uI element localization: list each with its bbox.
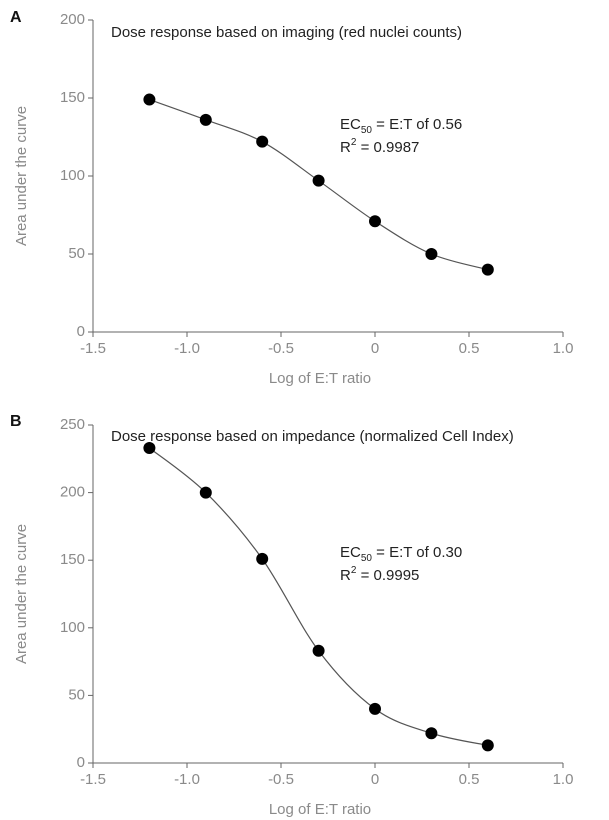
chart-title: Dose response based on impedance (normal… [111, 428, 514, 445]
data-point [199, 486, 212, 499]
chart-title: Dose response based on imaging (red nucl… [111, 24, 462, 41]
panel-label: A [10, 9, 22, 26]
data-point [143, 441, 156, 454]
data-point [425, 727, 438, 740]
x-tick-label: -0.5 [268, 340, 294, 357]
x-tick-label: 0.5 [459, 771, 480, 788]
annotation-part: = 0.9995 [356, 567, 419, 584]
annotation: EC50 = E:T of 0.30 [340, 544, 462, 564]
y-axis-title: Area under the curve [13, 106, 30, 246]
x-tick-label: 1.0 [553, 771, 574, 788]
annotation-part: = E:T of 0.30 [372, 544, 462, 561]
annotation-part: 2 [351, 565, 357, 576]
y-tick-label: 0 [77, 323, 85, 340]
annotation-part: EC [340, 544, 361, 561]
y-tick-label: 50 [68, 686, 85, 703]
annotation: R2 = 0.9995 [340, 565, 419, 584]
y-tick-label: 250 [60, 416, 85, 433]
annotation: R2 = 0.9987 [340, 137, 419, 156]
x-axis-title: Log of E:T ratio [269, 801, 371, 818]
y-tick-label: 150 [60, 89, 85, 106]
data-point [312, 174, 325, 187]
y-tick-label: 0 [77, 754, 85, 771]
panel-label: B [10, 413, 22, 430]
y-tick-label: 200 [60, 484, 85, 501]
y-tick-label: 200 [60, 11, 85, 28]
y-tick-label: 100 [60, 619, 85, 636]
x-tick-label: -1.0 [174, 771, 200, 788]
x-axis-title: Log of E:T ratio [269, 370, 371, 387]
annotation: EC50 = E:T of 0.56 [340, 116, 462, 136]
data-point [369, 702, 381, 715]
x-tick-label: 1.0 [553, 340, 574, 357]
data-point [481, 739, 494, 752]
annotation-part: R [340, 139, 351, 156]
annotation-part: EC [340, 116, 361, 133]
data-point [312, 644, 325, 657]
y-tick-label: 150 [60, 551, 85, 568]
x-tick-label: 0.5 [459, 340, 480, 357]
data-point [256, 552, 269, 565]
annotation-part: 50 [361, 125, 373, 136]
x-tick-label: -0.5 [268, 771, 294, 788]
data-point [481, 263, 494, 276]
y-tick-label: 100 [60, 167, 85, 184]
data-point [143, 93, 156, 106]
annotation-part: = 0.9987 [356, 139, 419, 156]
y-tick-label: 50 [68, 245, 85, 262]
x-tick-label: 0 [371, 340, 379, 357]
y-axis-title: Area under the curve [13, 524, 30, 664]
annotation-part: R [340, 567, 351, 584]
x-tick-label: -1.0 [174, 340, 200, 357]
data-point [199, 113, 212, 126]
data-point [256, 135, 269, 148]
x-tick-label: -1.5 [80, 340, 106, 357]
annotation-part: 2 [351, 137, 357, 148]
x-tick-label: 0 [371, 771, 379, 788]
x-tick-label: -1.5 [80, 771, 106, 788]
data-point [369, 215, 381, 228]
annotation-part: 50 [361, 553, 373, 564]
data-point [425, 248, 438, 260]
annotation-part: = E:T of 0.56 [372, 116, 462, 133]
